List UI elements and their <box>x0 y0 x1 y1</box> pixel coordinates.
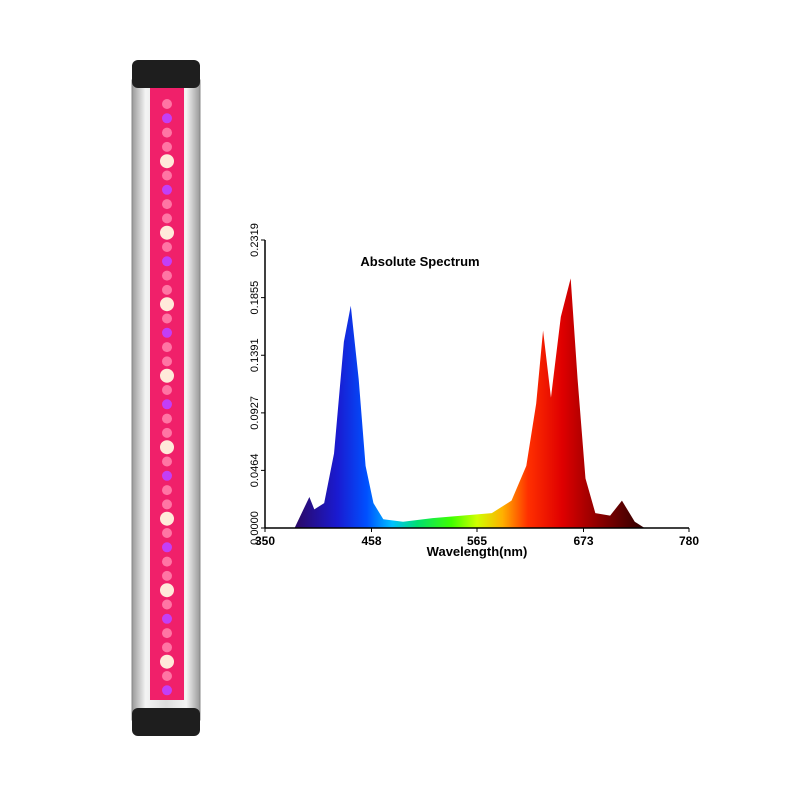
led <box>162 113 172 124</box>
led <box>162 499 172 510</box>
y-tick-label: 0.0927 <box>249 396 261 430</box>
led <box>162 685 172 696</box>
end-cap <box>132 60 200 88</box>
led <box>162 485 172 496</box>
led <box>162 127 172 138</box>
led <box>162 184 172 195</box>
led <box>162 427 172 438</box>
led <box>162 613 172 624</box>
led <box>162 628 172 639</box>
x-tick-label: 673 <box>573 534 593 548</box>
x-tick-label: 565 <box>467 534 487 548</box>
led <box>162 342 172 353</box>
chart: Absolute Spectrum Wavelength(nm) 350 458 5… <box>249 223 699 559</box>
led <box>160 583 174 598</box>
led <box>160 440 174 455</box>
led <box>162 413 172 424</box>
y-tick-label: 0.0464 <box>249 454 261 488</box>
led <box>160 368 174 383</box>
led <box>160 511 174 526</box>
led <box>162 313 172 324</box>
led <box>162 385 172 395</box>
y-tick-label: 0.0000 <box>249 511 261 545</box>
x-axis-label: Wavelength(nm) <box>427 544 528 559</box>
led <box>162 470 172 481</box>
led <box>162 671 172 681</box>
led <box>162 242 172 252</box>
led <box>160 154 174 169</box>
led <box>162 642 172 653</box>
chart-title: Absolute Spectrum <box>360 254 479 269</box>
led <box>162 170 172 181</box>
led <box>162 141 172 152</box>
led <box>162 270 172 281</box>
leds <box>160 99 174 696</box>
led <box>162 356 172 367</box>
led <box>162 599 172 610</box>
led <box>162 556 172 567</box>
led <box>162 256 172 267</box>
led <box>162 99 172 109</box>
led <box>160 297 174 312</box>
x-tick-label: 458 <box>361 534 381 548</box>
led <box>162 284 172 295</box>
led <box>162 399 172 410</box>
led <box>162 570 172 581</box>
x-tick-label: 350 <box>255 534 275 548</box>
led <box>160 654 174 669</box>
end-cap <box>132 708 200 736</box>
led <box>162 327 172 338</box>
led <box>160 225 174 240</box>
led-bar <box>131 60 201 736</box>
led <box>162 528 172 538</box>
led <box>162 199 172 210</box>
led <box>162 456 172 467</box>
spectrum-area <box>294 278 645 528</box>
y-tick-label: 0.1855 <box>249 281 261 315</box>
y-tick-label: 0.2319 <box>249 223 261 257</box>
y-tick-label: 0.1391 <box>249 338 261 372</box>
led <box>162 213 172 224</box>
x-tick-label: 780 <box>679 534 699 548</box>
led <box>162 542 172 553</box>
